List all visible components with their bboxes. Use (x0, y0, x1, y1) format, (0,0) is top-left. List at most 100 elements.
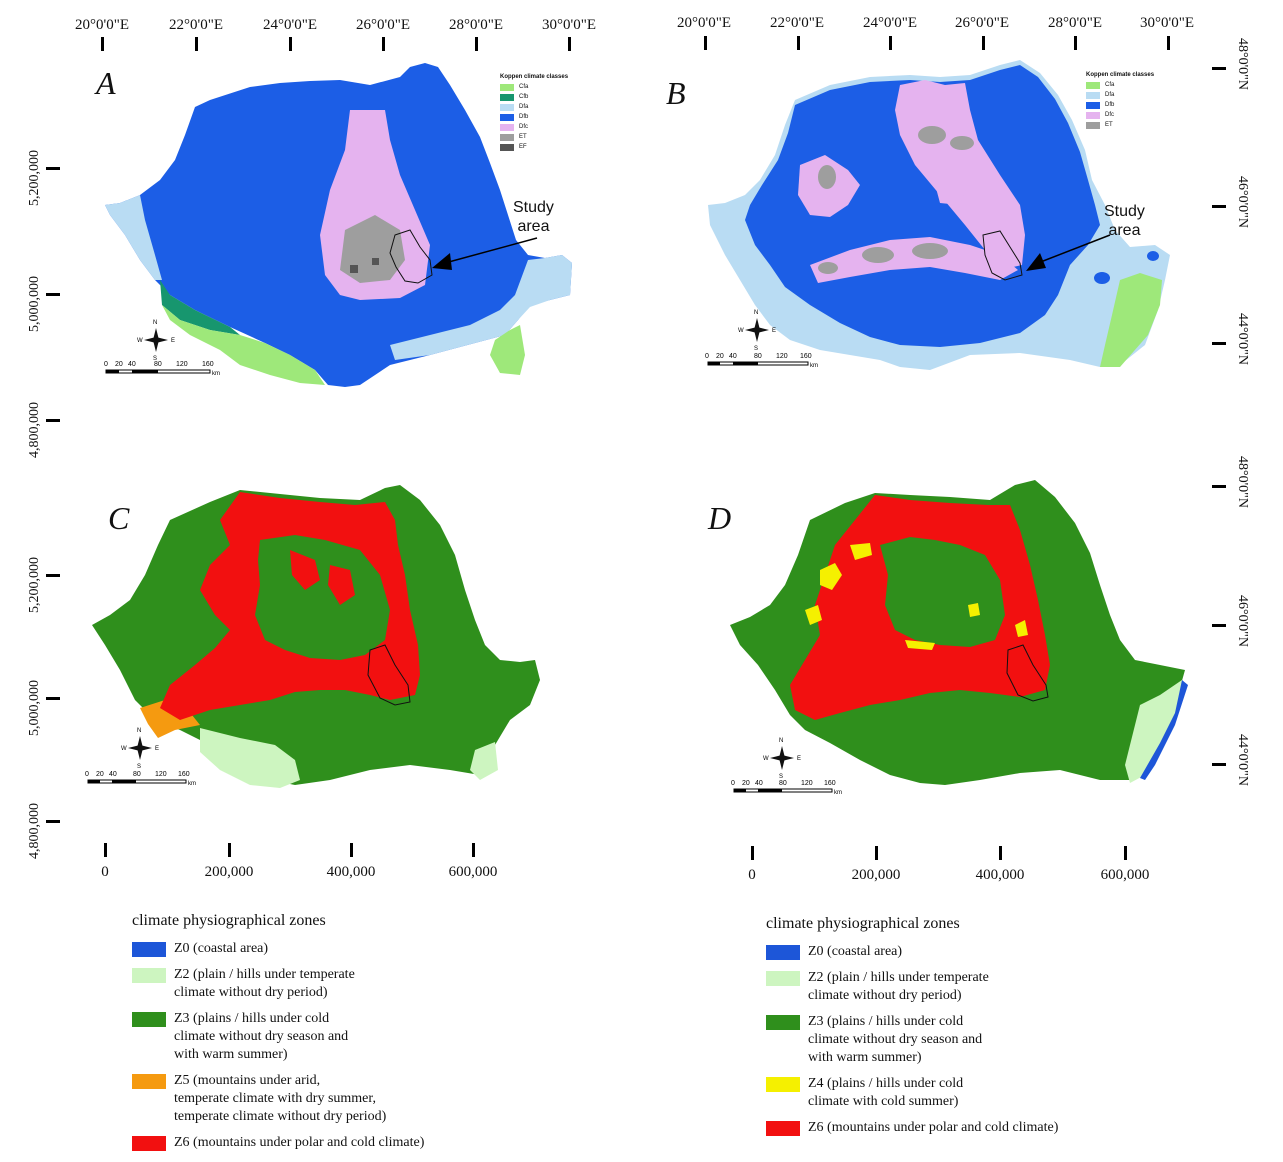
compass-e: E (772, 328, 776, 334)
legend-code: Dfc (1105, 112, 1114, 118)
tick (1212, 205, 1226, 208)
legend-swatch (132, 968, 166, 983)
longitude-label: 26°0'0"E (955, 15, 1009, 31)
study-area-outline (1006, 644, 1049, 702)
cfa-region-southwest (162, 305, 325, 385)
legend-item: Z6 (mountains under polar and cold clima… (766, 1119, 1058, 1137)
tick (1212, 342, 1226, 345)
tick (382, 37, 385, 51)
scale-tick: 160 (824, 780, 836, 787)
panel-letter-a: A (96, 65, 116, 101)
legend-swatch (500, 123, 514, 131)
z5-region (140, 700, 200, 738)
tick (475, 37, 478, 51)
study-area-label-b: Study area (1104, 202, 1145, 240)
panel-letter-c: C (108, 500, 130, 536)
longitude-label: 28°0'0"E (1048, 15, 1102, 31)
z4-patch (1015, 620, 1028, 637)
legend-item: Z3 (plains / hills under cold climate wi… (132, 1010, 424, 1064)
longitude-label: 20°0'0"E (677, 15, 731, 31)
dfc-region-south (810, 237, 1018, 283)
z3-inner-basin (255, 535, 390, 660)
legend-swatch (132, 942, 166, 957)
tick (1167, 36, 1170, 50)
panel-letter-b: B (666, 75, 686, 111)
tick (228, 843, 231, 857)
et-patch (862, 247, 894, 263)
scale-tick: 80 (754, 353, 762, 360)
koppen-legend-b: Koppen climate classes Cfa Dfa Dfb Dfc E… (1086, 72, 1154, 130)
tick (472, 843, 475, 857)
legend-swatch (766, 971, 800, 986)
scale-tick: 0 (705, 353, 709, 360)
compass-n: N (779, 738, 783, 744)
tick (1212, 763, 1226, 766)
compass-w: W (738, 328, 744, 334)
legend-item: Z2 (plain / hills under temperate climat… (132, 966, 424, 1002)
compass-icon (745, 318, 769, 342)
longitude-label: 22°0'0"E (770, 15, 824, 31)
legend-text: Z2 (plain / hills under temperate climat… (174, 967, 355, 1000)
latitude-label: 44°0'0"N (1235, 313, 1250, 365)
compass-s: S (779, 774, 783, 780)
tick (1124, 846, 1127, 860)
z4-patch (968, 603, 980, 617)
latitude-label: 44°0'0"N (1235, 734, 1250, 786)
longitude-label: 30°0'0"E (1140, 15, 1194, 31)
tick (751, 846, 754, 860)
legend-item: Z0 (coastal area) (132, 940, 424, 958)
scale-tick: 0 (104, 361, 108, 368)
tick (875, 846, 878, 860)
latitude-label: 46°0'0"N (1235, 595, 1250, 647)
latitude-label: 48°0'0"N (1235, 456, 1250, 508)
legend-code: Cfa (1105, 82, 1115, 88)
tick (46, 820, 60, 823)
scalebar (707, 361, 809, 366)
legend-text: Z2 (plain / hills under temperate climat… (808, 970, 989, 1003)
scale-tick: 80 (779, 780, 787, 787)
tick (889, 36, 892, 50)
scale-unit: km (810, 363, 818, 369)
legend-code: Cfa (519, 84, 529, 90)
legend-swatch (132, 1012, 166, 1027)
northing-label: 5,200,000 (27, 150, 42, 206)
legend-swatch (500, 83, 514, 91)
arrow-line (1037, 234, 1111, 264)
scale-tick: 20 (96, 771, 104, 778)
legend-title: climate physiographical zones (766, 915, 960, 932)
compass-s: S (137, 764, 141, 770)
compass-w: W (763, 756, 769, 762)
legend-swatch (766, 1121, 800, 1136)
scale-tick: 0 (731, 780, 735, 787)
easting-label: 600,000 (448, 864, 498, 880)
easting-label: 200,000 (851, 867, 901, 883)
legend-swatch (132, 1136, 166, 1151)
study-label-line1: Study (513, 199, 554, 216)
compass-icon (128, 736, 152, 760)
tick (982, 36, 985, 50)
tick (704, 36, 707, 50)
scalebar (733, 788, 833, 793)
legend-swatch (766, 1015, 800, 1030)
scalebar (87, 779, 187, 784)
koppen-legend-title: Koppen climate classes (1086, 72, 1155, 78)
longitude-label: 26°0'0"E (356, 17, 410, 33)
compass-e: E (155, 746, 159, 752)
cfb-region (160, 280, 240, 335)
legend-code: Cfb (519, 94, 529, 100)
longitude-label: 30°0'0"E (542, 17, 596, 33)
tick (1212, 485, 1226, 488)
compass-s: S (754, 346, 758, 352)
tick (46, 419, 60, 422)
easting-label: 0 (101, 864, 109, 880)
scale-tick: 20 (115, 361, 123, 368)
scale-tick: 40 (128, 361, 136, 368)
tick (46, 293, 60, 296)
map-panel-c: N S E W 0 20 40 80 120 160 km (85, 485, 540, 788)
scale-tick: 120 (801, 780, 813, 787)
scalebar (105, 369, 211, 374)
tick (999, 846, 1002, 860)
scale-unit: km (188, 781, 196, 787)
zones-legend-right: climate physiographical zones Z0 (coasta… (766, 915, 1058, 1145)
legend-swatch (132, 1074, 166, 1089)
